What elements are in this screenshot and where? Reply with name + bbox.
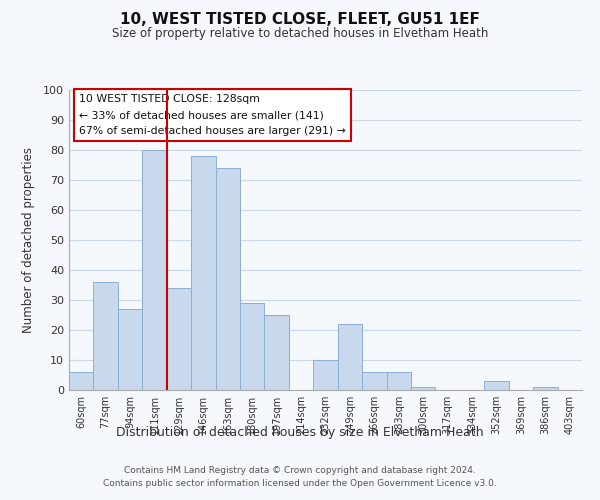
Bar <box>94 282 118 390</box>
Text: Size of property relative to detached houses in Elvetham Heath: Size of property relative to detached ho… <box>112 28 488 40</box>
Bar <box>533 387 557 390</box>
Bar <box>167 288 191 390</box>
Bar <box>215 168 240 390</box>
Bar <box>411 387 436 390</box>
Bar <box>69 372 94 390</box>
Bar <box>386 372 411 390</box>
Bar <box>362 372 386 390</box>
Text: Distribution of detached houses by size in Elvetham Heath: Distribution of detached houses by size … <box>116 426 484 439</box>
Y-axis label: Number of detached properties: Number of detached properties <box>22 147 35 333</box>
Bar <box>191 156 215 390</box>
Text: 10 WEST TISTED CLOSE: 128sqm
← 33% of detached houses are smaller (141)
67% of s: 10 WEST TISTED CLOSE: 128sqm ← 33% of de… <box>79 94 346 136</box>
Bar <box>338 324 362 390</box>
Text: Contains HM Land Registry data © Crown copyright and database right 2024.
Contai: Contains HM Land Registry data © Crown c… <box>103 466 497 487</box>
Bar <box>265 315 289 390</box>
Bar <box>118 309 142 390</box>
Bar <box>240 303 265 390</box>
Text: 10, WEST TISTED CLOSE, FLEET, GU51 1EF: 10, WEST TISTED CLOSE, FLEET, GU51 1EF <box>120 12 480 28</box>
Bar <box>484 381 509 390</box>
Bar <box>142 150 167 390</box>
Bar <box>313 360 338 390</box>
